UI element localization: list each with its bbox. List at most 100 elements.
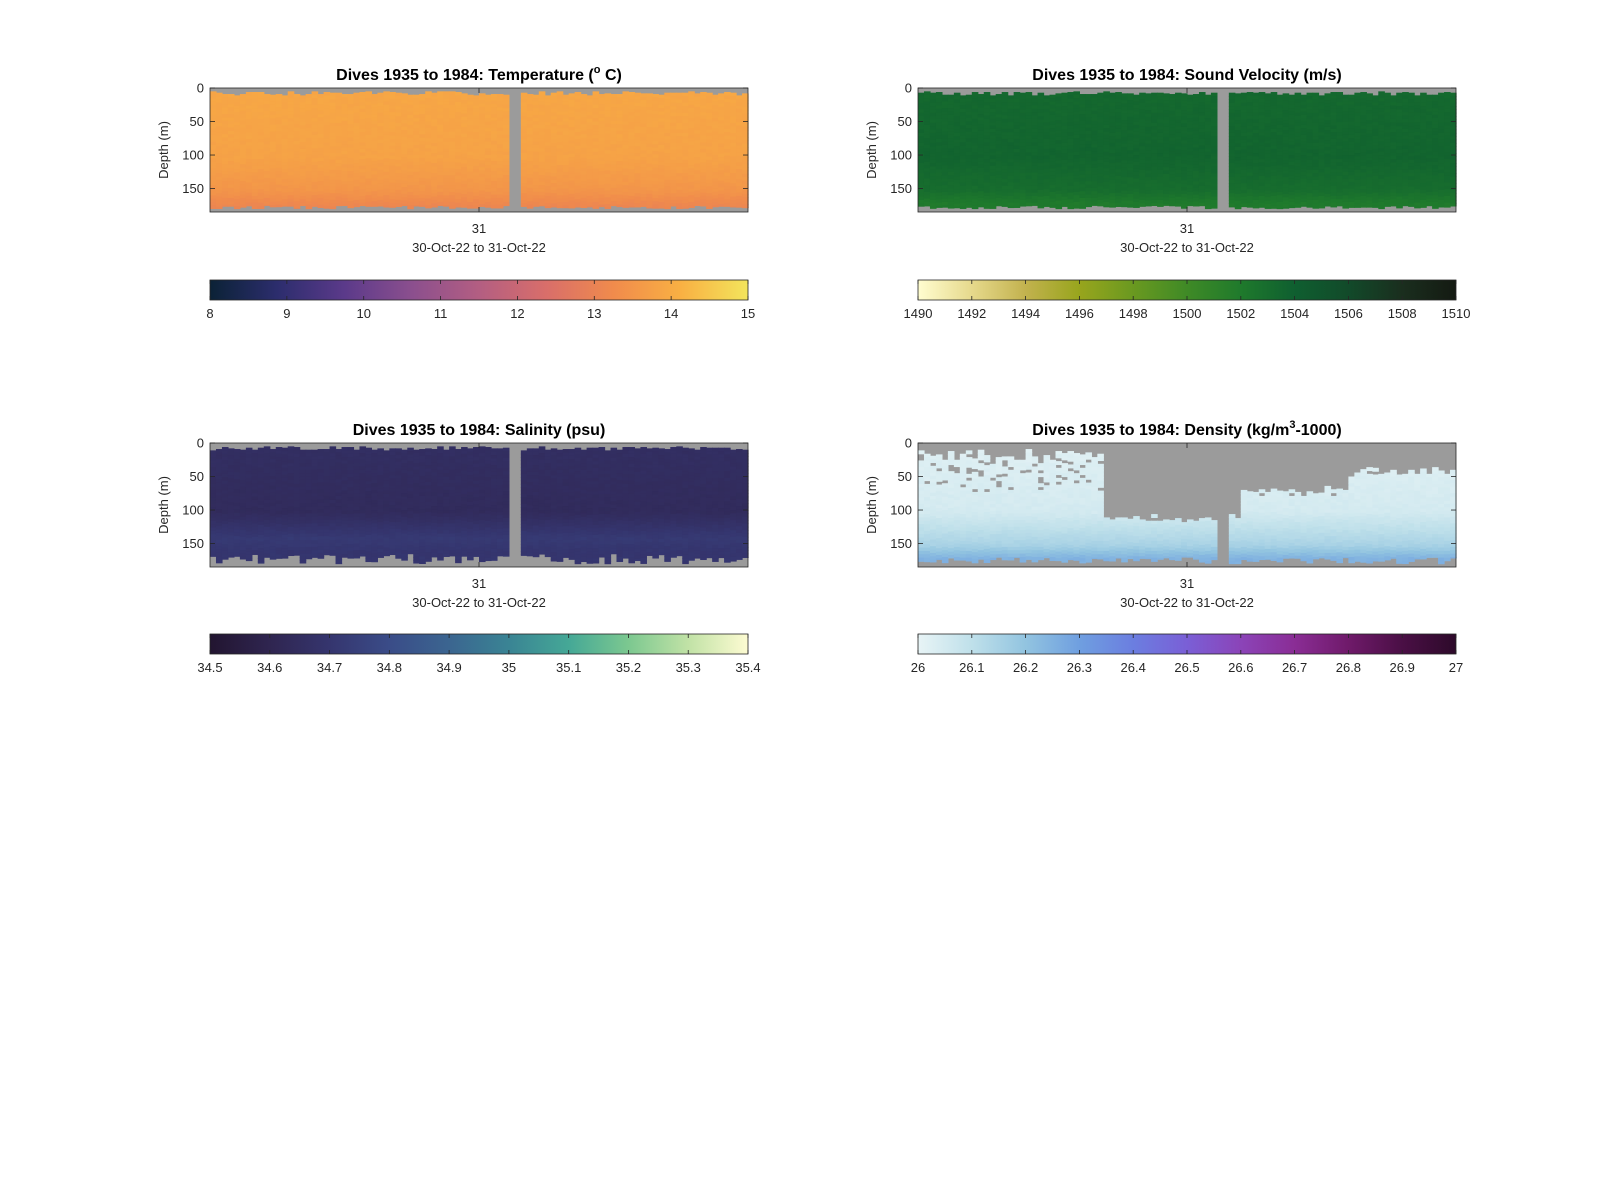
heatmap-cell bbox=[419, 184, 426, 189]
heatmap-cell bbox=[437, 111, 444, 116]
heatmap-cell bbox=[479, 100, 486, 105]
heatmap-cell bbox=[1181, 123, 1188, 128]
heatmap-cell bbox=[305, 204, 313, 209]
heatmap-cell bbox=[365, 168, 372, 173]
heatmap-cell bbox=[941, 148, 949, 153]
heatmap-cell bbox=[281, 152, 289, 157]
heatmap-cell bbox=[251, 105, 259, 110]
heatmap-cell bbox=[287, 165, 295, 170]
heatmap-cell bbox=[586, 98, 594, 103]
heatmap-cell bbox=[401, 143, 408, 148]
heatmap-cell bbox=[1145, 146, 1152, 151]
heatmap-cell bbox=[383, 94, 390, 99]
heatmap-cell bbox=[1115, 199, 1122, 204]
heatmap-cell bbox=[263, 167, 271, 172]
heatmap-cell bbox=[311, 181, 319, 186]
heatmap-cell bbox=[287, 114, 295, 119]
heatmap-cell bbox=[359, 189, 367, 194]
heatmap-cell bbox=[239, 174, 247, 179]
heatmap-cell bbox=[233, 175, 241, 180]
heatmap-cell bbox=[983, 122, 991, 127]
heatmap-cell bbox=[341, 130, 349, 135]
heatmap-cell bbox=[305, 110, 313, 115]
heatmap-cell bbox=[287, 138, 295, 143]
heatmap-cell bbox=[1031, 199, 1039, 204]
heatmap-cell bbox=[263, 194, 271, 199]
heatmap-cell bbox=[275, 144, 283, 149]
heatmap-cell bbox=[275, 107, 283, 112]
heatmap-cell bbox=[1258, 98, 1266, 103]
heatmap-cell bbox=[239, 147, 247, 152]
heatmap-cell bbox=[365, 195, 372, 200]
heatmap-cell bbox=[341, 94, 349, 98]
heatmap-cell bbox=[245, 195, 253, 200]
heatmap-cell bbox=[1163, 146, 1170, 151]
heatmap-cell bbox=[437, 165, 444, 170]
heatmap-cell bbox=[918, 122, 925, 127]
heatmap-cell bbox=[431, 116, 438, 121]
heatmap-cell bbox=[520, 99, 528, 104]
heatmap-cell bbox=[251, 152, 259, 157]
heatmap-cell bbox=[269, 94, 277, 99]
heatmap-cell bbox=[682, 122, 689, 127]
heatmap-cell bbox=[730, 173, 737, 178]
heatmap-cell bbox=[490, 124, 498, 129]
heatmap-cell bbox=[323, 159, 331, 164]
heatmap-cell bbox=[221, 140, 229, 145]
heatmap-cell bbox=[287, 141, 295, 146]
heatmap-cell bbox=[1037, 196, 1045, 201]
heatmap-cell bbox=[479, 203, 486, 207]
heatmap-cell bbox=[287, 181, 295, 186]
heatmap-cell bbox=[628, 199, 636, 204]
heatmap-cell bbox=[1252, 196, 1260, 201]
heatmap-cell bbox=[929, 99, 937, 104]
heatmap-cell bbox=[269, 131, 277, 136]
heatmap-cell bbox=[389, 205, 396, 208]
heatmap-cell bbox=[323, 145, 331, 150]
heatmap-cell bbox=[1198, 172, 1206, 177]
heatmap-cell bbox=[233, 162, 241, 167]
heatmap-cell bbox=[359, 122, 367, 127]
heatmap-cell bbox=[233, 115, 241, 120]
heatmap-cell bbox=[341, 127, 349, 132]
heatmap-cell bbox=[287, 201, 295, 206]
heatmap-cell bbox=[287, 128, 295, 133]
heatmap-cell bbox=[245, 105, 253, 110]
heatmap-cell bbox=[353, 173, 361, 178]
heatmap-cell bbox=[371, 184, 378, 189]
heatmap-cell bbox=[694, 100, 701, 105]
heatmap-cell bbox=[634, 122, 641, 127]
heatmap-cell bbox=[227, 94, 235, 98]
heatmap-cell bbox=[1001, 98, 1009, 103]
heatmap-cell bbox=[227, 130, 235, 135]
heatmap-cell bbox=[341, 140, 349, 145]
heatmap-cell bbox=[413, 185, 420, 190]
heatmap-cell bbox=[377, 146, 384, 151]
heatmap-cell bbox=[323, 155, 331, 160]
heatmap-cell bbox=[359, 135, 367, 140]
heatmap-cell bbox=[1198, 199, 1206, 204]
heatmap-cell bbox=[227, 184, 235, 189]
heatmap-cell bbox=[365, 98, 372, 103]
heatmap-cell bbox=[724, 205, 731, 207]
heatmap-cell bbox=[395, 129, 402, 134]
heatmap-cell bbox=[1103, 205, 1110, 208]
heatmap-cell bbox=[359, 175, 367, 180]
heatmap-cell bbox=[989, 199, 997, 204]
heatmap-cell bbox=[341, 201, 349, 206]
heatmap-cell bbox=[257, 112, 265, 117]
heatmap-cell bbox=[269, 151, 277, 156]
heatmap-cell bbox=[526, 174, 534, 179]
heatmap-cell bbox=[640, 123, 647, 128]
heatmap-cell bbox=[329, 112, 337, 117]
heatmap-cell bbox=[305, 100, 313, 105]
heatmap-cell bbox=[329, 156, 337, 161]
heatmap-cell bbox=[419, 137, 426, 142]
heatmap-cell bbox=[496, 197, 504, 202]
heatmap-cell bbox=[353, 176, 361, 181]
heatmap-cell bbox=[604, 123, 612, 128]
heatmap-cell bbox=[592, 124, 600, 129]
heatmap-cell bbox=[425, 161, 432, 166]
heatmap-cell bbox=[652, 124, 659, 129]
heatmap-cell bbox=[353, 92, 361, 97]
